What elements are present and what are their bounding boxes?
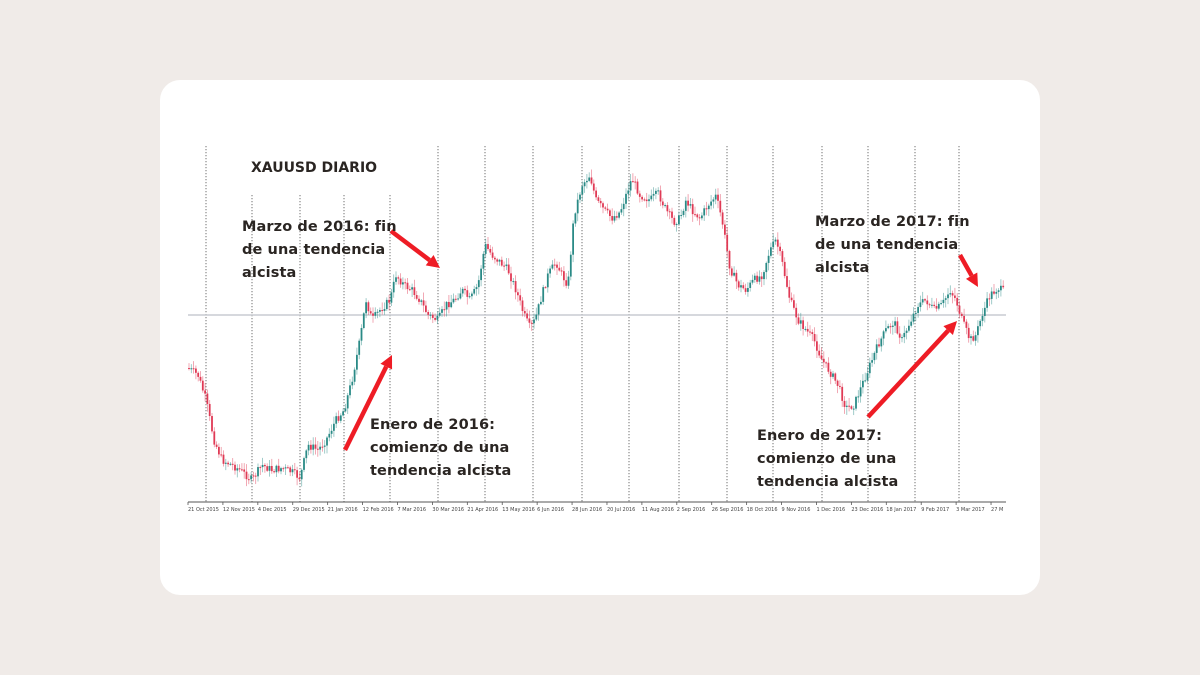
vertical-gridlines [205,146,960,502]
arrow-head-icon [425,254,440,268]
x-tick-label: 12 Nov 2015 [223,507,255,513]
arrow-shaft [866,329,950,419]
arrow-shaft [958,253,974,277]
x-tick-label: 27 M [991,507,1003,513]
arrow-head-icon [965,272,978,287]
annotation-jan-2017: Enero de 2017: comienzo de una tendencia… [757,425,898,494]
x-tick-label: 28 Jun 2016 [572,507,602,513]
annotation-line: Enero de 2017: [757,428,883,444]
x-tick-label: 12 Feb 2016 [363,507,394,513]
x-tick-label: 21 Jan 2016 [328,507,358,513]
arrow-head-icon [943,321,957,335]
x-tick-label: 11 Aug 2016 [642,507,674,513]
x-tick-label: 9 Nov 2016 [782,507,811,513]
x-tick-label: 23 Dec 2016 [851,507,883,513]
annotation-line: tendencia alcista [757,474,899,490]
annotation-line: de una tendencia [815,237,959,253]
x-tick-label: 18 Oct 2016 [747,507,778,513]
x-tick-label: 9 Feb 2017 [921,507,949,513]
annotation-arrows [342,229,978,451]
x-tick-label: 4 Dec 2015 [258,507,287,513]
x-tick-label: 3 Mar 2017 [956,507,985,513]
x-tick-label: 18 Jan 2017 [886,507,916,513]
chart-title: XAUUSD DIARIO [251,160,378,176]
arrow-shaft [389,229,431,262]
annotation-line: Enero de 2016: [370,417,496,433]
x-tick-label: 26 Sep 2016 [712,507,744,513]
annotation-line: de una tendencia [242,242,386,258]
x-tick-label: 21 Apr 2016 [467,507,498,513]
annotation-jan-2016: Enero de 2016: comienzo de una tendencia… [370,414,511,483]
annotation-line: Marzo de 2016: fin [242,219,397,235]
x-tick-label: 2 Sep 2016 [677,507,706,513]
annotation-line: alcista [242,265,297,281]
x-tick-label: 13 May 2016 [502,507,535,513]
chart-card [160,80,1040,595]
annotation-line: comienzo de una [757,451,897,467]
x-tick-label: 6 Jun 2016 [537,507,564,513]
arrow-head-icon [380,355,393,370]
x-axis-ticks: 21 Oct 2015 12 Nov 2015 4 Dec 2015 29 Dec 2… [187,502,1003,513]
arrow-shaft [342,365,389,451]
annotation-mar-2016: Marzo de 2016: fin de una tendencia alci… [242,216,397,285]
x-tick-label: 7 Mar 2016 [397,507,426,513]
candles [188,169,1005,487]
x-tick-label: 20 Jul 2016 [607,507,635,513]
annotation-mar-2017: Marzo de 2017: fin de una tendencia alci… [815,211,970,280]
annotation-line: tendencia alcista [370,463,512,479]
x-tick-label: 1 Dec 2016 [816,507,845,513]
annotation-line: alcista [815,260,870,276]
annotation-line: Marzo de 2017: fin [815,214,970,230]
x-tick-label: 21 Oct 2015 [188,507,219,513]
annotation-line: comienzo de una [370,440,510,456]
x-tick-label: 29 Dec 2015 [293,507,325,513]
x-tick-label: 30 Mar 2016 [432,507,464,513]
